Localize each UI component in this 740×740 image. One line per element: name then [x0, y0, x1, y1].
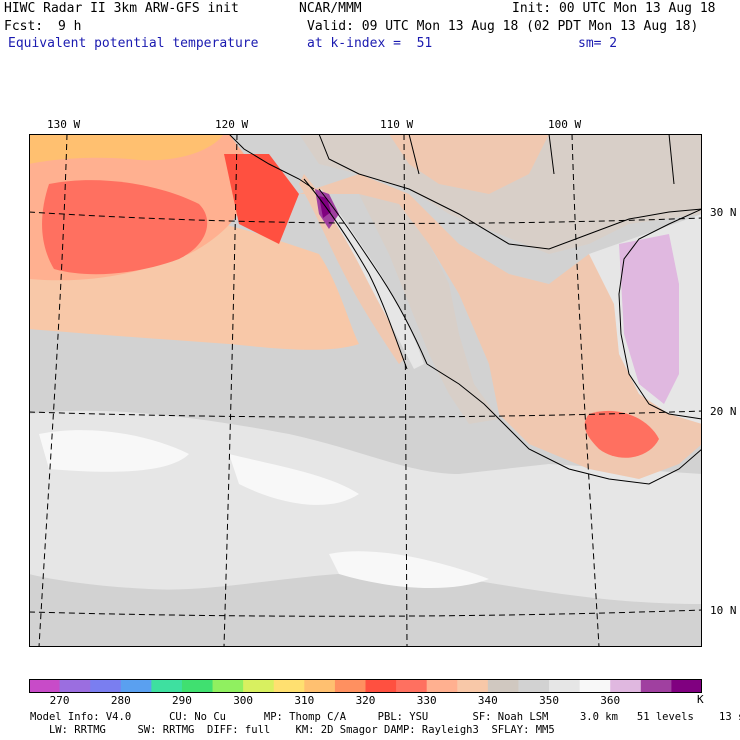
colorbar-tick-label: 340 — [477, 694, 498, 707]
field-red-core — [42, 180, 208, 275]
field-us-peach — [389, 134, 549, 194]
colorbar-tick-label: 320 — [355, 694, 376, 707]
lat-label-30n: 30 N — [710, 206, 737, 219]
colorbar-swatch — [334, 679, 366, 693]
colorbar-swatch — [610, 679, 642, 693]
graticule — [29, 134, 702, 647]
level-index: at k-index = 51 — [307, 36, 433, 51]
colorbar-tick-label: 290 — [172, 694, 192, 707]
colorbar-swatch — [243, 679, 275, 693]
colorbar-tick-label: 330 — [416, 694, 437, 707]
map-frame — [29, 134, 702, 647]
colorbar-tick-label: 270 — [49, 694, 70, 707]
valid-time: Valid: 09 UTC Mon 13 Aug 18 (02 PDT Mon … — [307, 19, 699, 34]
colorbar-tick-label: 300 — [233, 694, 254, 707]
colorbar-swatches — [29, 679, 702, 693]
land-mexico — [299, 174, 702, 479]
field-yellow-corner — [29, 134, 224, 164]
colorbar-swatch — [212, 679, 244, 693]
field-red-spot — [584, 410, 659, 458]
colorbar-unit: K — [697, 693, 704, 706]
lon-label-100w: 100 W — [548, 118, 582, 131]
lon-label-130w: 130 W — [47, 118, 81, 131]
colorbar-tick-label: 280 — [110, 694, 131, 707]
field-white-patches — [39, 430, 489, 589]
colorbar-swatch — [273, 679, 305, 693]
colorbar-tick-label: 360 — [600, 694, 621, 707]
org-label: NCAR/MMM — [299, 1, 362, 16]
colorbar-swatch — [457, 679, 489, 693]
product-title: HIWC Radar II 3km ARW-GFS init — [4, 1, 239, 16]
colorbar-swatch — [151, 679, 183, 693]
colorbar-swatch — [671, 679, 702, 693]
model-info-line2: LW: RRTMG SW: RRTMG DIFF: full KM: 2D Sm… — [30, 724, 555, 736]
field-light-band — [29, 410, 702, 604]
forecast-hour: 9 h — [58, 19, 82, 34]
colorbar-swatch — [120, 679, 152, 693]
colorbar-swatch — [365, 679, 397, 693]
lon-label-110w: 110 W — [380, 118, 414, 131]
theta-e-map — [29, 134, 702, 647]
lon-label-120w: 120 W — [215, 118, 249, 131]
colorbar-swatch — [640, 679, 672, 693]
colorbar-swatch — [304, 679, 336, 693]
model-info-line1: Model Info: V4.0 CU: No Cu MP: Thomp C/A… — [30, 711, 740, 723]
coastlines — [228, 134, 702, 485]
colorbar-swatch — [579, 679, 611, 693]
field-lavender-gulf — [619, 234, 679, 404]
colorbar-swatch — [518, 679, 550, 693]
field-name: Equivalent potential temperature — [8, 36, 259, 51]
colorbar-swatch — [29, 679, 61, 693]
land-mexico-grey — [359, 194, 499, 424]
colorbar-swatch — [487, 679, 519, 693]
colorbar — [29, 679, 702, 693]
colorbar-tick-label: 350 — [539, 694, 559, 707]
forecast-label: Fcst: — [4, 19, 44, 34]
colorbar-swatch — [426, 679, 458, 693]
colorbar-tick-label: 310 — [294, 694, 315, 707]
init-time: Init: 00 UTC Mon 13 Aug 18 — [512, 1, 716, 16]
colorbar-swatch — [181, 679, 214, 693]
colorbar-frame — [29, 679, 702, 693]
colorbar-swatch — [396, 679, 428, 693]
land-us — [299, 134, 702, 254]
colorbar-swatch — [59, 679, 91, 693]
colorbar-swatch — [549, 679, 581, 693]
smoothing-value: sm= 2 — [578, 36, 618, 51]
lat-label-10n: 10 N — [710, 604, 737, 617]
colorbar-swatch — [90, 679, 122, 693]
lat-label-20n: 20 N — [710, 405, 737, 418]
